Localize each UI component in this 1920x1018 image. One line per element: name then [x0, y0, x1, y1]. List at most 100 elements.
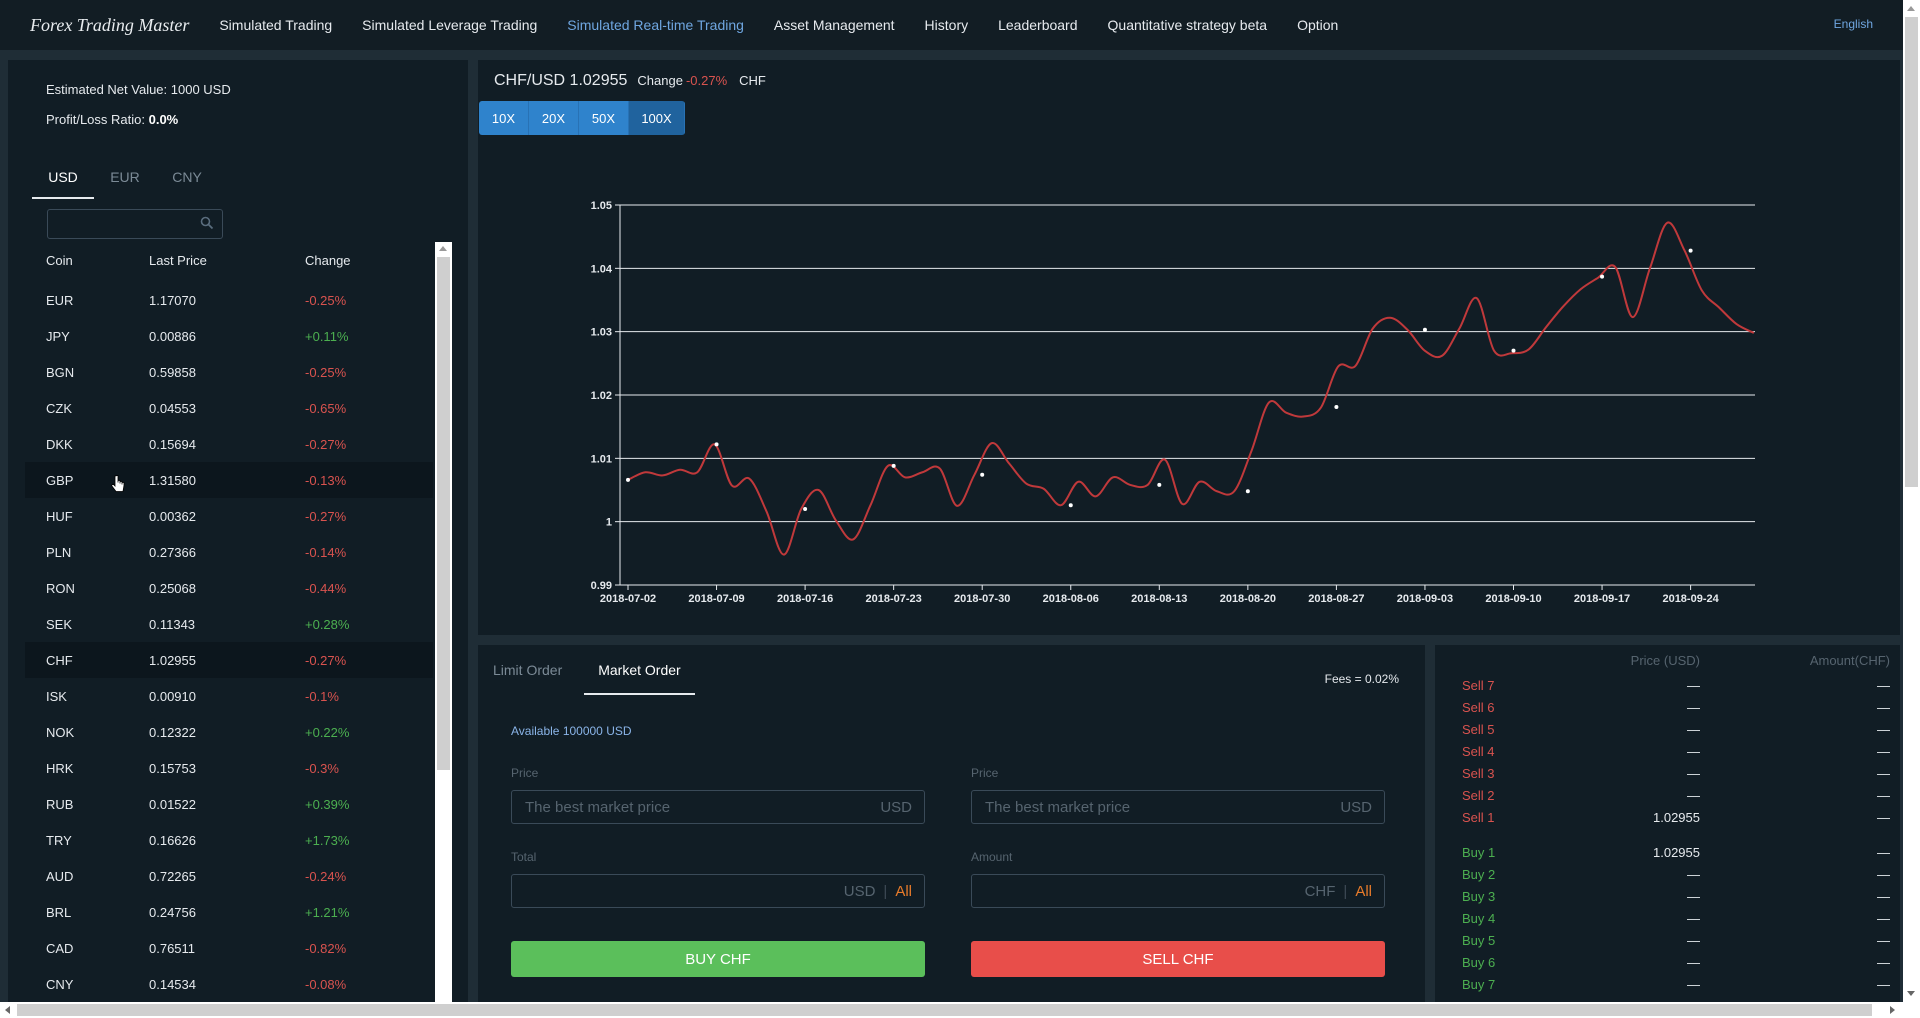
- tab-limit-order[interactable]: Limit Order: [493, 662, 563, 678]
- sell-price-input[interactable]: [972, 791, 1252, 823]
- orderbook-row-buy-6[interactable]: Buy 6 — —: [1435, 952, 1900, 974]
- data-point-marker[interactable]: [1422, 327, 1427, 332]
- orderbook-row-sell-2[interactable]: Sell 2 — —: [1435, 785, 1900, 807]
- scrollbar-thumb[interactable]: [17, 1004, 1872, 1016]
- buy-total-input[interactable]: [512, 875, 792, 907]
- data-point-marker[interactable]: [1068, 503, 1073, 508]
- x-tick-label: 2018-07-09: [688, 593, 744, 605]
- data-point-marker[interactable]: [891, 463, 896, 468]
- data-point-marker[interactable]: [1245, 489, 1250, 494]
- nav-asset-management[interactable]: Asset Management: [773, 17, 895, 33]
- order-type-tabs: Limit Order Market Order: [493, 657, 695, 695]
- coin-row-bgn[interactable]: BGN 0.59858 -0.25%: [25, 354, 433, 390]
- coin-row-gbp[interactable]: GBP 1.31580 -0.13%: [25, 462, 433, 498]
- page-horizontal-scrollbar[interactable]: [0, 1002, 1920, 1018]
- coin-row-sek[interactable]: SEK 0.11343 +0.28%: [25, 606, 433, 642]
- nav-leaderboard[interactable]: Leaderboard: [998, 17, 1078, 33]
- sell-all-link[interactable]: All: [1355, 883, 1372, 900]
- coin-row-eur[interactable]: EUR 1.17070 -0.25%: [25, 282, 433, 318]
- sell-chf-button[interactable]: SELL CHF: [971, 941, 1385, 977]
- data-point-marker[interactable]: [980, 472, 985, 477]
- coin-last-price: 0.72265: [149, 868, 196, 884]
- buy-price-input[interactable]: [512, 791, 792, 823]
- sell-amount-input[interactable]: [972, 875, 1252, 907]
- coin-row-cad[interactable]: CAD 0.76511 -0.82%: [25, 930, 433, 966]
- orderbook-amount: —: [1877, 700, 1890, 715]
- coin-row-jpy[interactable]: JPY 0.00886 +0.11%: [25, 318, 433, 354]
- coin-list-scrollbar[interactable]: [435, 242, 452, 1002]
- scroll-up-arrow-icon[interactable]: [1907, 6, 1915, 11]
- coin-symbol: RON: [46, 580, 75, 596]
- nav-simulated-trading[interactable]: Simulated Trading: [219, 17, 333, 33]
- scroll-down-arrow-icon[interactable]: [1907, 991, 1915, 996]
- coin-row-brl[interactable]: BRL 0.24756 +1.21%: [25, 894, 433, 930]
- nav-history[interactable]: History: [924, 17, 969, 33]
- data-point-marker[interactable]: [1688, 248, 1693, 253]
- price-chart[interactable]: 0.99 1 1.01 1.02 1.03 1.04 1.05 2018-07-02 2018-…: [478, 60, 1900, 635]
- data-point-marker[interactable]: [626, 477, 630, 482]
- data-point-marker[interactable]: [803, 507, 808, 511]
- orderbook-row-buy-2[interactable]: Buy 2 — —: [1435, 864, 1900, 886]
- orderbook-row-buy-1[interactable]: Buy 1 1.02955 —: [1435, 842, 1900, 864]
- buy-all-link[interactable]: All: [895, 883, 912, 900]
- coin-row-rub[interactable]: RUB 0.01522 +0.39%: [25, 786, 433, 822]
- coin-row-cny[interactable]: CNY 0.14534 -0.08%: [25, 966, 433, 1002]
- orderbook-row-sell-1[interactable]: Sell 1 1.02955 —: [1435, 807, 1900, 829]
- scrollbar-thumb[interactable]: [437, 257, 450, 770]
- orderbook-level-label: Sell 7: [1462, 678, 1495, 693]
- orderbook-row-sell-5[interactable]: Sell 5 — —: [1435, 719, 1900, 741]
- coin-last-price: 0.11343: [149, 616, 196, 632]
- tab-eur[interactable]: EUR: [110, 169, 140, 185]
- nav-quantitative-strategy[interactable]: Quantitative strategy beta: [1107, 17, 1268, 33]
- coin-row-ron[interactable]: RON 0.25068 -0.44%: [25, 570, 433, 606]
- leverage-10x-button[interactable]: 10X: [479, 101, 529, 135]
- tab-usd[interactable]: USD: [32, 163, 94, 199]
- search-icon[interactable]: [200, 216, 214, 230]
- tab-cny[interactable]: CNY: [172, 169, 202, 185]
- scroll-up-arrow-icon[interactable]: [439, 246, 447, 251]
- leverage-100x-button[interactable]: 100X: [629, 101, 685, 135]
- coin-row-aud[interactable]: AUD 0.72265 -0.24%: [25, 858, 433, 894]
- coin-row-huf[interactable]: HUF 0.00362 -0.27%: [25, 498, 433, 534]
- nav-simulated-realtime-trading[interactable]: Simulated Real-time Trading: [567, 17, 744, 33]
- coin-row-isk[interactable]: ISK 0.00910 -0.1%: [25, 678, 433, 714]
- scrollbar-thumb[interactable]: [1905, 17, 1918, 487]
- orderbook-row-sell-4[interactable]: Sell 4 — —: [1435, 741, 1900, 763]
- orderbook-row-sell-3[interactable]: Sell 3 — —: [1435, 763, 1900, 785]
- page-vertical-scrollbar[interactable]: [1903, 0, 1920, 1002]
- scroll-left-arrow-icon[interactable]: [5, 1006, 10, 1014]
- data-point-marker[interactable]: [1334, 405, 1339, 410]
- coin-row-try[interactable]: TRY 0.16626 +1.73%: [25, 822, 433, 858]
- orderbook-row-buy-5[interactable]: Buy 5 — —: [1435, 930, 1900, 952]
- leverage-20x-button[interactable]: 20X: [529, 101, 579, 135]
- data-point-marker[interactable]: [714, 442, 719, 447]
- buy-total-field: USD | All: [511, 874, 925, 908]
- orderbook-row-sell-7[interactable]: Sell 7 — —: [1435, 675, 1900, 697]
- coin-row-dkk[interactable]: DKK 0.15694 -0.27%: [25, 426, 433, 462]
- data-point-marker[interactable]: [1157, 482, 1162, 487]
- language-selector[interactable]: English: [1833, 17, 1873, 31]
- coin-row-hrk[interactable]: HRK 0.15753 -0.3%: [25, 750, 433, 786]
- nav-simulated-leverage-trading[interactable]: Simulated Leverage Trading: [362, 17, 538, 33]
- nav-option[interactable]: Option: [1297, 17, 1339, 33]
- coin-search-input[interactable]: [48, 210, 188, 238]
- coin-row-nok[interactable]: NOK 0.12322 +0.22%: [25, 714, 433, 750]
- coin-row-pln[interactable]: PLN 0.27366 -0.14%: [25, 534, 433, 570]
- orderbook-row-buy-7[interactable]: Buy 7 — —: [1435, 974, 1900, 996]
- brand-logo[interactable]: Forex Trading Master: [30, 14, 190, 35]
- y-tick-label: 1.04: [591, 263, 613, 275]
- orderbook-row-buy-4[interactable]: Buy 4 — —: [1435, 908, 1900, 930]
- orderbook-row-buy-3[interactable]: Buy 3 — —: [1435, 886, 1900, 908]
- data-point-marker[interactable]: [1600, 274, 1605, 279]
- data-point-marker[interactable]: [1511, 348, 1516, 353]
- scroll-right-arrow-icon[interactable]: [1890, 1006, 1895, 1014]
- orderbook-row-sell-6[interactable]: Sell 6 — —: [1435, 697, 1900, 719]
- coin-change: -0.65%: [305, 400, 347, 416]
- leverage-50x-button[interactable]: 50X: [579, 101, 629, 135]
- coin-last-price: 0.00910: [149, 688, 196, 704]
- tab-market-order[interactable]: Market Order: [584, 657, 695, 695]
- coin-row-chf[interactable]: CHF 1.02955 -0.27%: [25, 642, 433, 678]
- buy-chf-button[interactable]: BUY CHF: [511, 941, 925, 977]
- coin-row-czk[interactable]: CZK 0.04553 -0.65%: [25, 390, 433, 426]
- orderbook-level-label: Sell 3: [1462, 766, 1495, 781]
